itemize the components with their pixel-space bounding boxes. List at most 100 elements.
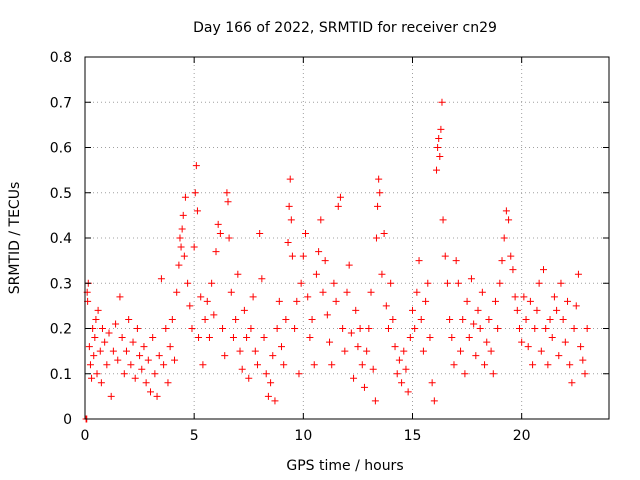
data-point [155,352,163,360]
data-point [214,220,222,228]
data-point [441,252,449,260]
data-point [332,297,340,305]
data-point [520,293,528,301]
data-point [122,347,130,355]
data-point [487,347,495,355]
data-point [404,388,412,396]
data-point [310,361,318,369]
data-point [120,370,128,378]
data-point [285,202,293,210]
data-point [129,338,137,346]
data-point [219,325,227,332]
data-point [375,175,383,183]
data-point [393,370,401,378]
x-tick-label: 20 [513,428,531,444]
x-tick-label: 10 [294,428,312,444]
data-point [544,361,552,369]
data-point [478,288,486,296]
data-point [356,325,364,332]
data-point [395,356,403,364]
data-point [116,293,124,301]
data-point [97,379,105,387]
data-point [197,293,205,301]
data-point [489,370,497,378]
data-point [205,334,213,342]
data-point [352,306,360,314]
data-point [191,189,199,197]
data-point [476,325,484,332]
data-point [221,352,229,360]
data-point [354,343,362,351]
data-point [282,315,290,323]
data-point [208,279,216,287]
data-point [286,175,294,183]
data-point [542,325,550,332]
data-point [203,297,211,305]
data-point [371,397,379,405]
data-point [513,306,521,314]
data-point [153,392,161,400]
y-tick-label: 0.8 [50,50,72,66]
data-point [570,325,578,332]
data-point [491,297,499,305]
x-tick-label: 15 [404,428,422,444]
data-point [114,356,122,364]
data-point [133,325,141,332]
data-point [229,334,237,342]
data-point [225,234,233,242]
data-point [98,325,106,332]
data-point [557,279,565,287]
data-point [227,288,235,296]
data-point [142,379,150,387]
y-tick-label: 0.4 [50,231,72,247]
data-point [151,370,159,378]
data-point [334,202,342,210]
data-point [103,361,111,369]
data-point [193,207,201,215]
data-point [505,216,513,224]
y-tick-label: 0.7 [50,95,72,111]
x-axis-ticks: 0 5 10 15 20 [81,57,531,444]
data-point [240,306,248,314]
data-point [302,229,310,237]
data-point [273,325,281,332]
data-point [409,306,416,314]
data-point [400,347,408,355]
data-point [177,243,185,251]
chart-title: Day 166 of 2022, SRMTID for receiver cn2… [193,20,497,36]
data-point [147,388,154,396]
data-point [433,166,441,174]
data-point [435,134,443,142]
data-point [336,193,344,201]
data-point [92,315,100,323]
data-point [561,338,569,346]
data-points [82,98,591,423]
data-point [581,370,589,378]
data-point [406,334,414,342]
data-point [138,365,146,373]
data-point [430,397,438,405]
data-point [90,352,98,360]
data-point [413,288,421,296]
data-point [535,279,543,287]
data-point [249,293,257,301]
data-point [378,270,386,278]
data-point [319,288,327,296]
data-point [216,229,224,237]
data-point [566,361,574,369]
data-point [164,379,172,387]
data-point [391,343,399,351]
data-point [101,338,109,346]
data-point [275,297,283,305]
data-point [267,379,275,387]
data-point [112,320,120,328]
data-point [88,374,96,382]
data-point [367,288,375,296]
data-point [424,279,432,287]
data-point [192,162,200,170]
data-point [195,334,203,342]
data-point [94,306,102,314]
data-point [437,125,445,133]
data-point [341,347,349,355]
